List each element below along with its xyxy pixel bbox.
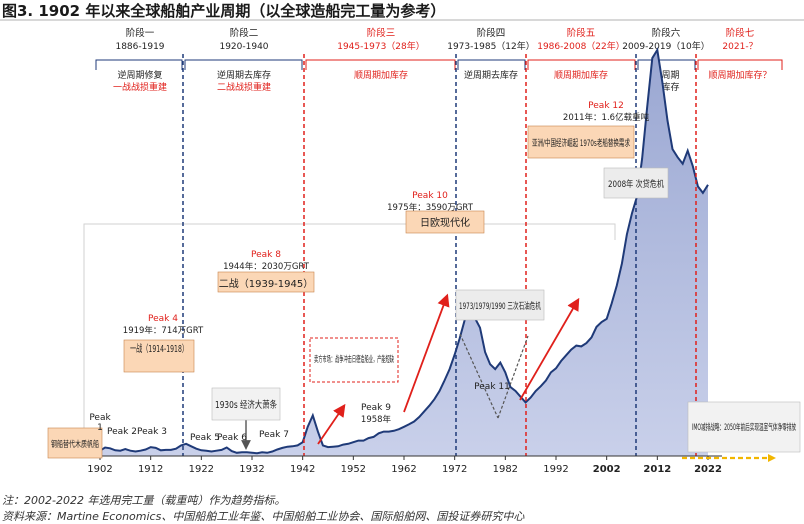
ww1-label-a: 一战（1914-1918） [130,343,188,355]
imo-box [687,401,801,453]
area-series [100,50,708,456]
phase-name: 阶段七 [726,27,755,39]
peak-note: 1919年：714万GRT [123,325,204,336]
seller-market-arrow [317,403,346,445]
phase-desc: 逆周期修复 [117,69,162,81]
phase-years: 1986-2008（22年） [537,40,625,52]
crisis-2008-box [603,167,669,199]
x-tick-label: 1972 [442,464,467,475]
oil-crisis-label: 1973/1979/1990 三次石油危机 [459,300,541,312]
peak-note: 2011年：1.6亿载重吨 [563,112,650,123]
seller-market-label: 卖方市场：战争冲击日德造船业，产能短缺 [314,354,394,365]
x-tick-label: 1982 [493,464,518,475]
x-tick-label: 1922 [189,464,214,475]
crisis-2008-label: 2008年 次贷危机 [608,178,664,190]
phase-years: 1920-1940 [219,42,268,52]
background-frame [83,223,616,452]
phase-years: 1886-1919 [115,42,164,52]
x-tick-label: 1902 [87,464,112,475]
peak-label: Peak 4 [148,314,178,324]
ww1-box [123,339,195,373]
phase-name: 阶段一 [126,27,155,39]
growth-arrow-2 [519,297,580,401]
growth-arrow-1 [403,293,450,413]
x-tick-label: 2012 [643,464,671,475]
phase-desc-red: 顺周期加库存？ [708,69,771,81]
phase-name: 阶段三 [367,27,396,39]
x-tick-label: 1912 [138,464,163,475]
depression-box [211,387,281,421]
asia-rise-box [527,125,635,159]
phase-name: 阶段二 [230,27,259,39]
japan-europe-box [405,210,485,234]
peak-note: 1958年 [361,414,392,425]
area-series-outline [99,47,709,455]
ww2-box [217,271,315,293]
phase-years: 1973-1985（12年） [447,40,535,52]
phase-bracket [305,59,456,70]
phase-name: 阶段四 [477,27,506,39]
peak-label: Peak 5 [190,433,220,443]
phase-dividers [182,54,697,456]
phase-desc-red: 二战战损重建 [217,81,271,93]
peak-label: Peak 12 [588,101,624,111]
steel-ship-label: 钢船替代木质帆船 [51,439,99,450]
oil-crisis-line-a [459,333,499,419]
oil-crisis-line-b [497,335,529,419]
footnote: 注：2002-2022 年选用完工量（载重吨）作为趋势指标。 [2,494,286,507]
peak-note: 1975年：3590万GRT [387,202,474,213]
depression-label: 1930s 经济大萧条 [215,399,277,411]
peak-label: Peak [89,413,111,423]
phase-bracket [697,59,783,70]
imo-label: IMO减排战略：2050年前后实现温室气体净零排放 [692,422,796,433]
peak-label: Peak 9 [361,403,391,413]
imo-arrow-head [768,454,776,462]
phase-bracket [457,59,526,70]
x-tick-label: 2002 [593,464,621,475]
phase-name: 阶段六 [652,27,681,39]
x-tick-label: 1942 [290,464,315,475]
phase-desc-red: 顺周期加库存 [554,69,608,81]
peak-label: Peak 8 [251,250,281,260]
peak-label: Peak 3 [137,427,167,437]
peak-note: 1944年：2030万GRT [223,261,310,272]
peak-label: Peak 7 [259,430,289,440]
phase-desc-red: 一战战损重建 [113,81,167,93]
phase-bracket [527,59,636,70]
x-tick-label: 2022 [694,464,722,475]
peak-label: Peak 2 [107,427,137,437]
phase-years: 2021-？ [722,42,757,52]
peak-label: 1 [97,423,103,433]
x-tick-label: 1952 [341,464,366,475]
source-note: 资料来源：Martine Economics、中国船舶工业年鉴、中国船舶工业协会… [2,510,525,523]
phase-years: 1945-1973（28年） [337,40,425,52]
x-tick-label: 1962 [391,464,416,475]
asia-rise-label: 亚洲/中国经济崛起 1970s老船替换需求 [532,137,630,149]
phase-desc-red: 顺周期加库存 [354,69,408,81]
seller-market-box [309,337,399,383]
phase-name: 阶段五 [567,27,596,39]
phase-desc: 逆周期去库存 [217,69,271,81]
phase-years: 2009-2019（10年） [622,40,710,52]
phase-desc: 逆周期去库存 [464,69,518,81]
steel-ship-box [47,427,103,459]
phase-bracket [184,59,303,70]
oil-crisis-box [455,289,545,321]
phase-bracket [95,59,183,70]
japan-europe-label: 日欧现代化 [420,216,470,229]
peak-label: Peak 6 [217,433,247,443]
x-tick-label: 1932 [239,464,264,475]
figure-title: 图3. 1902 年以来全球船舶产业周期（以全球造船完工量为参考） [2,2,446,20]
x-tick-label: 1992 [543,464,568,475]
x-axis-ticks: 1902 1912 1922 1932 1942 1952 1962 1972 1982 1992… [87,456,722,475]
phase-bracket [637,59,696,70]
ww2-label: 二战（1939-1945） [219,278,314,290]
peak-label: Peak 10 [412,191,448,201]
peak-label: Peak 11 [474,382,510,392]
